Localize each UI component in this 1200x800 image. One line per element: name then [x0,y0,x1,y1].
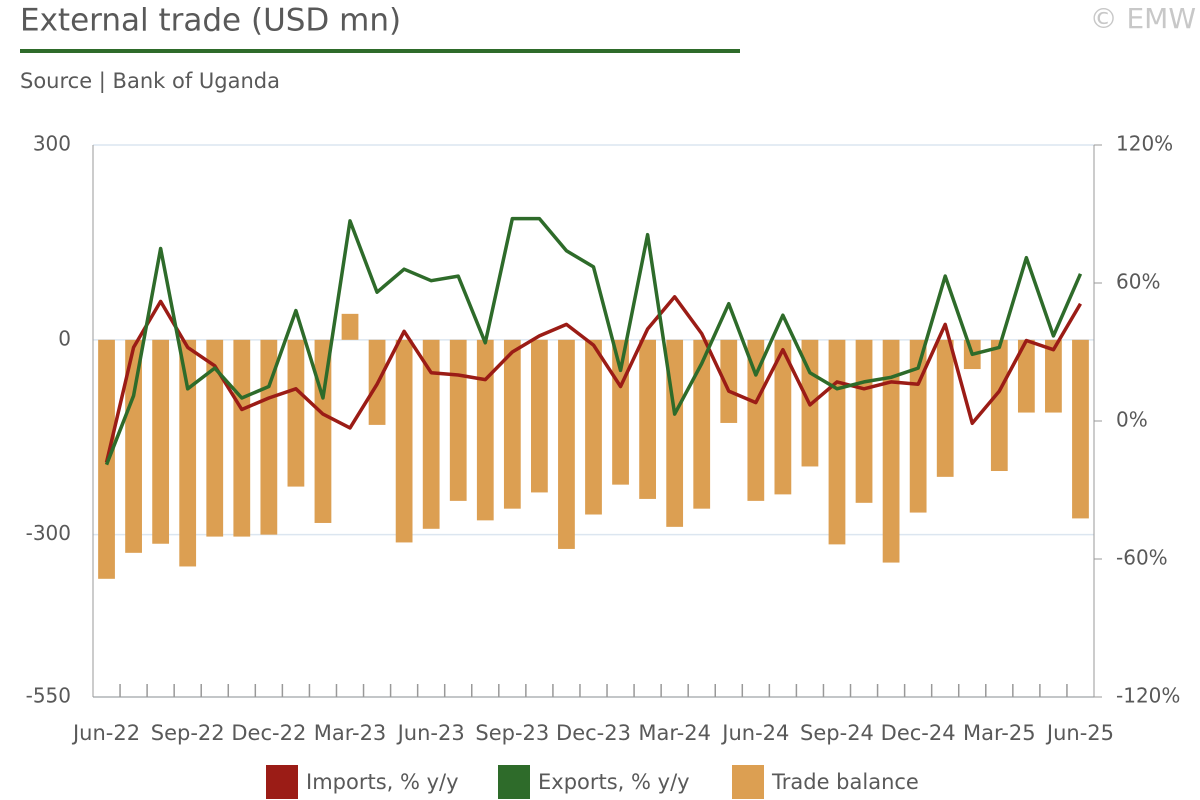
y-tick-label: -550 [26,684,71,708]
bar [341,313,359,340]
y2-tick-label: 120% [1116,132,1173,156]
bar [585,339,602,515]
x-tick-label: Sep-23 [475,721,549,745]
legend-swatch [266,765,298,799]
watermark: © EMW [1090,2,1196,35]
subtitle: Source | Bank of Uganda [20,69,280,94]
bar [693,339,711,509]
y2-tick-label: -60% [1116,546,1168,570]
bar [1072,339,1089,519]
bar [936,339,954,477]
x-tick-label: Mar-25 [963,721,1036,745]
bar [882,339,900,563]
chart-title: External trade (USD mn) [20,3,401,39]
x-tick-label: Dec-24 [881,721,956,745]
y-tick-label: 0 [58,326,71,350]
y-tick-label: 300 [33,132,71,156]
x-tick-label: Jun-22 [71,721,140,745]
bar [747,339,765,501]
x-tick-label: Sep-22 [151,721,225,745]
bar [152,339,170,544]
bar [855,339,873,503]
bar [287,339,305,487]
bar [990,339,1008,472]
x-tick-label: Mar-23 [314,721,387,745]
legend-label: Exports, % y/y [538,770,690,794]
x-tick-label: Dec-22 [231,721,306,745]
x-tick-label: Dec-23 [556,721,631,745]
legend-label: Imports, % y/y [306,770,459,794]
bar [179,339,197,567]
bar [828,339,846,545]
line [104,216,1083,466]
bar [531,339,548,493]
bar [125,339,142,553]
bar [395,339,413,543]
legend-swatch [732,765,764,799]
bar [422,339,440,529]
x-tick-label: Jun-25 [1045,721,1114,745]
bar [233,339,251,537]
x-tick-label: Jun-24 [720,721,789,745]
bar [774,339,792,495]
y2-tick-label: 0% [1116,408,1148,432]
bar [476,339,494,521]
x-tick-label: Mar-24 [638,721,711,745]
y2-tick-label: 60% [1116,270,1160,294]
legend-label: Trade balance [771,770,919,794]
x-tick-label: Jun-23 [396,721,465,745]
y-tick-label: -300 [26,521,71,545]
bar [449,339,467,501]
bar [720,339,738,423]
x-tick-label: Sep-24 [800,721,874,745]
bar [639,339,656,499]
bar [1017,339,1035,413]
bar [1045,339,1062,413]
bar [503,339,521,509]
line [104,295,1082,463]
legend-swatch [498,765,530,799]
bar [206,339,224,537]
y2-tick-label: -120% [1116,684,1180,708]
bar [558,339,575,549]
